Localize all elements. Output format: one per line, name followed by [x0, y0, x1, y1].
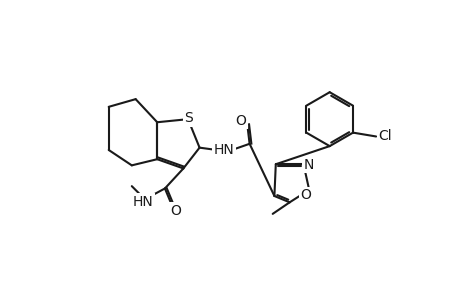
Text: S: S	[184, 111, 193, 125]
Text: HN: HN	[133, 195, 153, 208]
Text: HN: HN	[213, 143, 234, 157]
Text: Cl: Cl	[378, 130, 392, 143]
Text: O: O	[170, 204, 181, 218]
Text: O: O	[300, 188, 311, 202]
Text: N: N	[303, 158, 313, 172]
Text: O: O	[235, 114, 246, 128]
